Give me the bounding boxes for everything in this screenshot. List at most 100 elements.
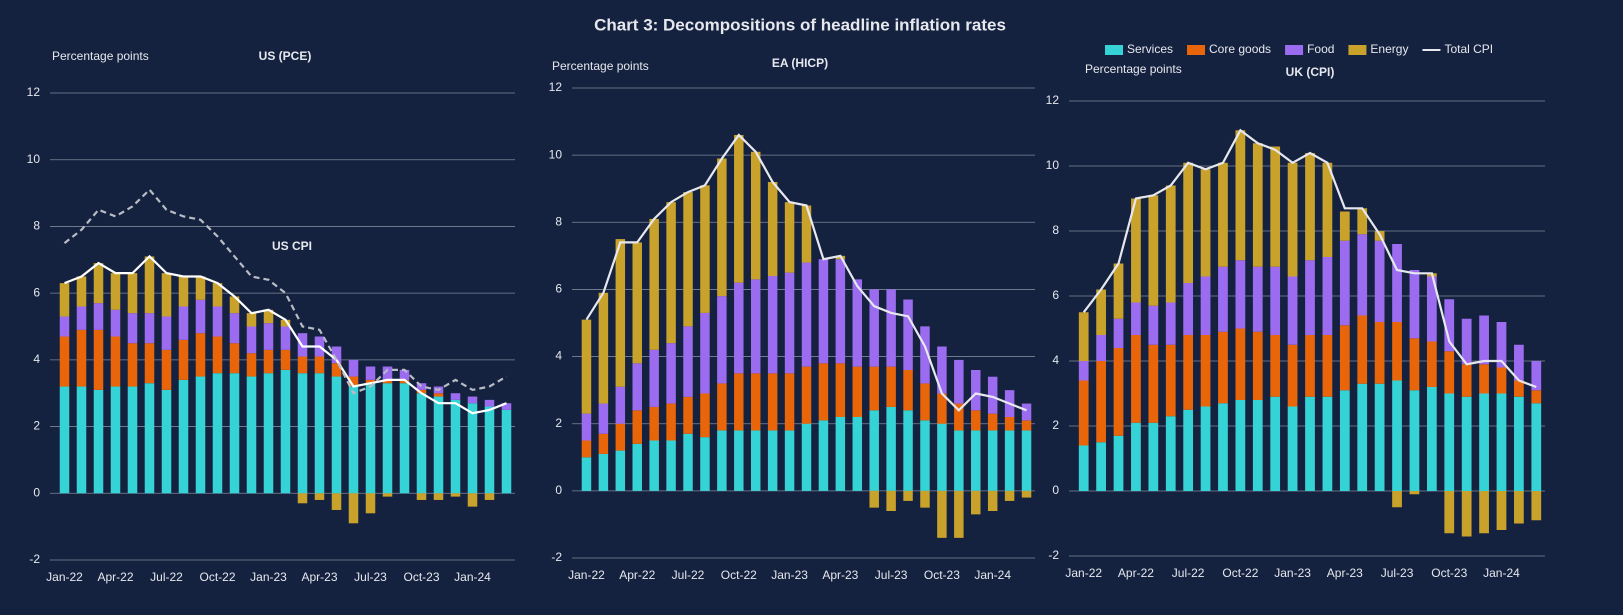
x-tick-label: Apr-23 <box>301 570 337 584</box>
bar-segment <box>399 379 410 384</box>
bar-segment <box>1409 390 1420 491</box>
bar-segment <box>852 417 863 491</box>
bar-segment <box>144 313 155 344</box>
bar-segment <box>920 420 930 491</box>
bar-segment <box>1531 403 1542 491</box>
bar-segment <box>314 373 325 494</box>
line-series <box>63 188 508 395</box>
bar-segment <box>1461 396 1472 491</box>
bar-segment <box>1339 325 1350 391</box>
bar-segment <box>987 490 998 511</box>
bar-segment <box>700 312 710 394</box>
bar-segment <box>501 403 512 410</box>
bar-segment <box>632 443 642 491</box>
bar-segment <box>1096 289 1106 335</box>
bar-segment <box>195 333 206 377</box>
bar-segment <box>1479 393 1489 491</box>
bar-segment <box>1339 211 1350 241</box>
bar-segment <box>767 373 778 431</box>
bar-segment <box>1514 344 1524 381</box>
line-series <box>1082 128 1537 389</box>
bar-segment <box>801 423 812 491</box>
bar-segment <box>1252 400 1263 491</box>
y-tick-label: 10 <box>27 152 41 166</box>
bar-segment <box>1218 403 1228 491</box>
bar-segment <box>297 356 308 374</box>
bar-segment <box>331 363 342 377</box>
bar-segment <box>717 383 727 431</box>
x-tick-label: Jan-24 <box>974 568 1011 582</box>
bar-segment <box>1113 348 1124 436</box>
bar-segment <box>937 393 947 424</box>
bar-segment <box>700 437 710 491</box>
bar-segment <box>59 386 70 494</box>
bar-segment <box>1148 195 1159 306</box>
bar-segment <box>1252 331 1263 400</box>
bar-segment <box>178 276 189 307</box>
bar-segment <box>331 346 342 364</box>
bar-segment <box>1514 396 1524 491</box>
bar-segment <box>1113 318 1124 348</box>
bar-segment <box>1305 335 1315 397</box>
bar-segment <box>93 389 104 494</box>
bar-segment <box>1357 234 1368 316</box>
bar-segment <box>801 366 812 424</box>
bar-segment <box>348 386 359 494</box>
bar-segment <box>1461 318 1472 365</box>
bar-segment <box>484 406 495 494</box>
bar-segment <box>1235 400 1246 491</box>
bar-segment <box>818 363 829 421</box>
bar-segment <box>1514 491 1524 524</box>
bar-segment <box>1357 383 1368 491</box>
bar-segment <box>348 493 359 524</box>
bar-segment <box>195 299 206 334</box>
bar-segment <box>1339 240 1350 326</box>
bar-segment <box>331 493 342 510</box>
bar-segment <box>1131 302 1141 335</box>
bar-segment <box>750 373 761 431</box>
bar-segment <box>1235 328 1246 400</box>
bar-segment <box>93 329 104 390</box>
bar-segment <box>1165 416 1176 491</box>
bar-segment <box>178 306 189 340</box>
bar-segment <box>700 393 710 438</box>
bar-segment <box>1479 491 1489 534</box>
y-tick-label: 12 <box>27 85 41 99</box>
bar-segment <box>161 349 172 390</box>
bar-segment <box>954 430 964 491</box>
bar-segment <box>1409 338 1420 391</box>
bar-segment <box>416 389 427 394</box>
bar-segment <box>263 309 274 324</box>
bar-segment <box>76 306 87 330</box>
legend-label: Total CPI <box>1444 42 1493 56</box>
x-tick-label: Jan-24 <box>1483 566 1520 580</box>
bar-segment <box>869 410 879 491</box>
panel-title: US (PCE) <box>259 49 312 63</box>
bar-segment <box>76 329 87 387</box>
bar-segment <box>382 366 393 380</box>
bar-segment <box>212 373 223 494</box>
bar-segment <box>615 386 626 424</box>
bar-segment <box>869 490 879 508</box>
bar-segment <box>161 316 172 350</box>
bar-segment <box>127 386 138 494</box>
x-tick-label: Jan-22 <box>46 570 83 584</box>
bar-segment <box>246 376 257 494</box>
bar-segment <box>1531 491 1542 521</box>
bar-segment <box>76 386 87 494</box>
bar-segment <box>467 493 478 507</box>
bar-segment <box>144 343 155 384</box>
bar-segment <box>1392 491 1402 508</box>
bar-segment <box>1096 361 1106 443</box>
x-tick-label: Apr-22 <box>97 570 133 584</box>
bar-segment <box>734 430 744 491</box>
bar-segment <box>178 379 189 494</box>
panel-title: EA (HICP) <box>772 56 828 70</box>
bar-segment <box>649 440 659 491</box>
bar-segment <box>246 326 257 354</box>
bar-segment <box>1078 445 1089 491</box>
bar-segment <box>280 326 291 350</box>
x-tick-label: Apr-23 <box>1327 566 1363 580</box>
bar-segment <box>127 273 138 314</box>
